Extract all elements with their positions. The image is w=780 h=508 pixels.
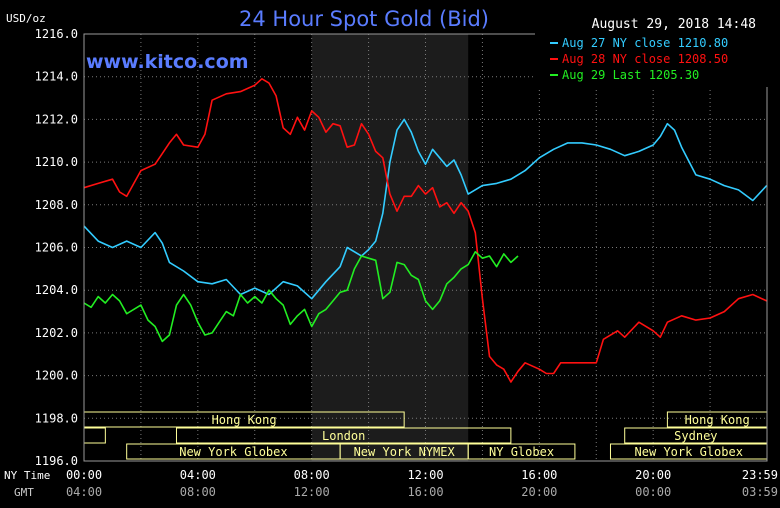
gmt-label: GMT (14, 486, 34, 499)
session-band-box (467, 443, 576, 460)
x-tick-label-ny: 23:59 (742, 468, 778, 482)
legend-label-aug29: Aug 29 Last 1205.30 (562, 68, 699, 82)
x-tick-label-ny: 16:00 (521, 468, 557, 482)
x-tick-label-gmt: 08:00 (180, 485, 216, 499)
session-band: NY Globex (467, 443, 576, 460)
y-tick-label: 1206.0 (35, 241, 78, 255)
price-series (83, 78, 768, 383)
session-band-label: NY Globex (489, 445, 554, 459)
y-tick-label: 1202.0 (35, 326, 78, 340)
x-tick-label-gmt: 12:00 (294, 485, 330, 499)
timestamp: August 29, 2018 14:48 (592, 17, 756, 32)
y-tick-label: 1208.0 (35, 198, 78, 212)
series-line-aug27 (83, 118, 768, 300)
ny-time-label: NY Time (4, 469, 50, 482)
chart-title: 24 Hour Spot Gold (Bid) (239, 7, 489, 31)
x-tick-label-gmt: 20:00 (521, 485, 557, 499)
x-axis-tick-labels: 00:00 04:00 08:00 12:00 16:00 20:00 23:59 04:00… (66, 468, 778, 499)
nymex-session-shade (311, 34, 469, 461)
x-tick-label-ny: 00:00 (66, 468, 102, 482)
x-tick-label-ny: 04:00 (180, 468, 216, 482)
session-band-label: Hong Kong (685, 413, 750, 427)
series-line-aug29 (83, 251, 519, 343)
session-band-label: New York NYMEX (354, 445, 456, 459)
y-tick-label: 1212.0 (35, 112, 78, 126)
session-band: New York NYMEX (339, 443, 469, 460)
y-tick-label: 1210.0 (35, 155, 78, 169)
x-tick-label-ny: 08:00 (294, 468, 330, 482)
session-band-label: New York Globex (635, 445, 743, 459)
y-tick-label: 1204.0 (35, 283, 78, 297)
x-tick-label-ny: 12:00 (407, 468, 443, 482)
y-axis-tick-labels: 1196.0 1198.0 1200.0 1202.0 1204.0 1206.0 1208… (35, 27, 78, 468)
legend: Aug 27 NY close 1210.80 Aug 28 NY close … (535, 33, 770, 87)
session-band-label: Hong Kong (212, 413, 277, 427)
x-tick-label-ny: 20:00 (635, 468, 671, 482)
session-bands: Hong Kong Hong Kong London Sydney New York G… (83, 411, 768, 460)
legend-label-aug28: Aug 28 NY close 1208.50 (562, 52, 728, 66)
x-tick-label-gmt: 00:00 (635, 485, 671, 499)
watermark-link: www.kitco.com (86, 51, 249, 73)
session-band-label: London (322, 429, 365, 443)
session-band-label: New York Globex (179, 445, 287, 459)
plot-border (83, 33, 768, 462)
y-tick-label: 1216.0 (35, 27, 78, 41)
session-band: London (175, 427, 512, 444)
x-tick-label-gmt: 03:59 (742, 485, 778, 499)
series-line-aug28 (83, 78, 768, 383)
legend-label-aug27: Aug 27 NY close 1210.80 (562, 36, 728, 50)
x-tick-label-gmt: 04:00 (66, 485, 102, 499)
session-band-label: Sydney (674, 429, 717, 443)
session-band-box (175, 427, 512, 444)
y-tick-label: 1214.0 (35, 70, 78, 84)
legend-background (535, 33, 770, 87)
y-tick-label: 1198.0 (35, 411, 78, 425)
x-tick-label-gmt: 16:00 (407, 485, 443, 499)
y-tick-label: 1196.0 (35, 454, 78, 468)
y-axis-unit-label: USD/oz (6, 12, 46, 25)
y-tick-label: 1200.0 (35, 369, 78, 383)
